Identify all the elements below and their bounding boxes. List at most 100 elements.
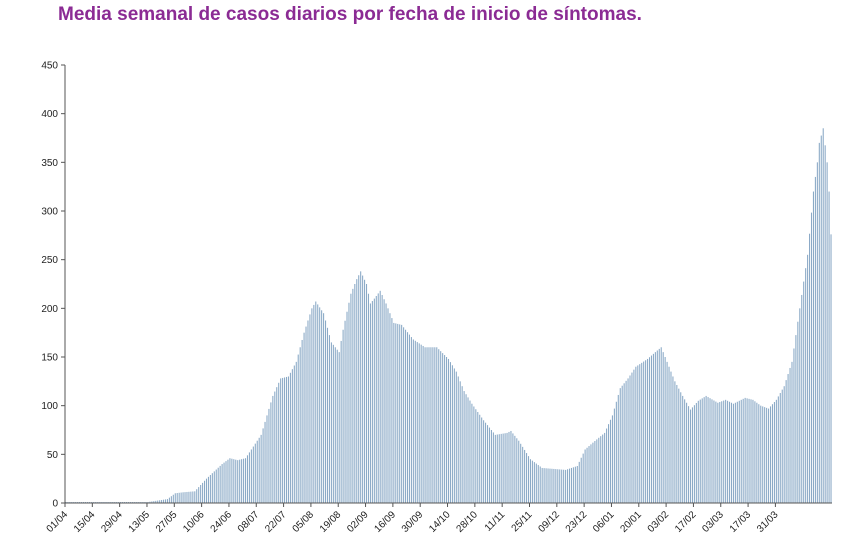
- bar: [570, 467, 572, 503]
- bar: [793, 348, 795, 503]
- x-axis-ticks: 01/04 15/04 29/04 13/05 27/05 10/06 24/06 08/07…: [45, 503, 781, 535]
- bar: [732, 403, 734, 503]
- bar: [360, 271, 362, 503]
- bar: [588, 446, 590, 503]
- bar: [397, 323, 399, 503]
- bar: [225, 461, 227, 503]
- bar: [781, 389, 783, 503]
- bar: [168, 497, 170, 503]
- bar: [424, 347, 426, 503]
- bar: [418, 343, 420, 503]
- bar: [487, 425, 489, 503]
- x-tick-label: 19/08: [318, 509, 344, 535]
- bar: [775, 399, 777, 503]
- bar: [715, 401, 717, 503]
- bar: [287, 376, 289, 503]
- x-tick-label: 01/04: [45, 509, 71, 535]
- bar: [371, 301, 373, 503]
- bar: [785, 380, 787, 503]
- bar: [455, 371, 457, 503]
- bar: [334, 347, 336, 503]
- bar: [807, 254, 809, 503]
- y-tick-label: 50: [47, 450, 59, 461]
- bar: [159, 500, 161, 503]
- bar: [319, 307, 321, 503]
- bar: [350, 293, 352, 503]
- bar: [246, 455, 249, 503]
- bar: [405, 329, 407, 503]
- bar: [551, 468, 553, 503]
- bar: [196, 489, 198, 503]
- bar: [729, 401, 731, 503]
- bar: [315, 301, 317, 503]
- bar: [268, 408, 270, 503]
- bar: [198, 487, 200, 503]
- bar: [235, 459, 237, 503]
- bar: [625, 380, 627, 503]
- bar: [444, 355, 446, 503]
- x-tick-label: 29/04: [99, 509, 125, 535]
- bar: [820, 135, 822, 503]
- bar: [408, 334, 410, 503]
- bar: [809, 233, 811, 503]
- bar: [293, 365, 295, 503]
- bar: [650, 355, 653, 503]
- bar: [416, 342, 418, 503]
- bar: [713, 400, 715, 503]
- chart-title: Media semanal de casos diarios por fecha…: [58, 4, 642, 25]
- bar: [580, 457, 582, 503]
- bar: [637, 365, 639, 503]
- bar: [403, 327, 405, 503]
- bar: [660, 347, 662, 503]
- bar: [502, 433, 504, 503]
- bar: [243, 458, 245, 503]
- bar: [342, 329, 344, 503]
- x-tick-label: 16/09: [373, 509, 399, 535]
- x-tick-label: 03/02: [646, 509, 672, 535]
- bar: [231, 458, 233, 503]
- bar: [576, 466, 578, 503]
- x-tick-label: 31/03: [755, 509, 781, 535]
- bar: [645, 360, 647, 503]
- x-tick-label: 17/03: [728, 509, 754, 535]
- bar: [744, 397, 746, 503]
- bar: [764, 407, 766, 503]
- bar: [557, 469, 559, 503]
- bar: [547, 468, 549, 503]
- bar: [516, 438, 518, 503]
- bar: [239, 459, 241, 503]
- x-tick-label: 24/06: [209, 509, 235, 535]
- bar: [565, 469, 567, 503]
- bar: [518, 440, 520, 503]
- bar: [627, 378, 629, 503]
- bar: [639, 364, 641, 503]
- x-tick-label: 17/02: [673, 509, 699, 535]
- y-tick-label: 0: [52, 499, 58, 510]
- bar: [535, 463, 537, 503]
- bar: [344, 320, 346, 503]
- bar: [438, 349, 440, 503]
- bar: [762, 406, 764, 503]
- bar: [164, 499, 167, 503]
- bar: [574, 466, 576, 503]
- bar: [237, 460, 239, 503]
- bar: [773, 402, 775, 503]
- y-tick-label: 350: [41, 158, 58, 169]
- bar: [693, 405, 695, 503]
- bar: [270, 402, 272, 503]
- bar: [467, 397, 469, 503]
- y-tick-label: 250: [41, 255, 58, 266]
- bar: [358, 275, 360, 503]
- bar: [689, 409, 692, 503]
- bar: [787, 374, 789, 503]
- bar: [272, 395, 274, 503]
- x-tick-label: 13/05: [127, 509, 153, 535]
- bar: [174, 493, 176, 503]
- bar: [725, 399, 727, 503]
- bar: [810, 212, 813, 503]
- bar: [305, 326, 307, 503]
- bar: [340, 340, 342, 503]
- bar: [440, 351, 442, 503]
- bar: [584, 449, 586, 503]
- bar: [381, 295, 383, 503]
